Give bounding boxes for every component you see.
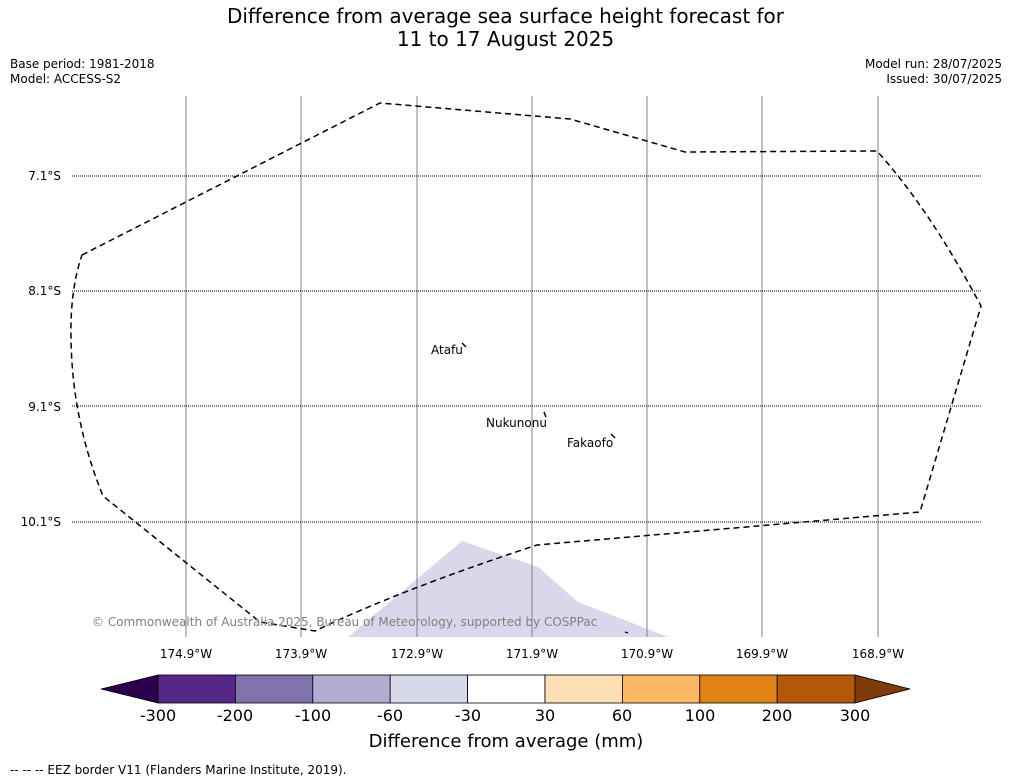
lat-label: 8.1°S xyxy=(28,284,61,298)
colorbar-bin xyxy=(776,674,856,704)
map-title-line1: Difference from average sea surface heig… xyxy=(226,4,785,28)
lon-label: 170.9°W xyxy=(621,647,673,661)
copyright-notice: © Commonwealth of Australia 2025, Bureau… xyxy=(92,615,597,629)
colorbar-bin xyxy=(622,674,701,704)
colorbar-tick: 100 xyxy=(685,706,716,725)
colorbar-bin xyxy=(312,674,391,704)
base-period-text: Base period: 1981-2018 xyxy=(10,57,155,71)
lat-label: 10.1°S xyxy=(21,515,61,529)
colorbar-tick: -60 xyxy=(377,706,403,725)
latitude-gridlines xyxy=(72,175,982,523)
colorbar xyxy=(100,674,911,704)
lon-label: 172.9°W xyxy=(391,647,443,661)
colorbar-tick: -200 xyxy=(217,706,253,725)
colorbar-extend-left xyxy=(100,674,159,704)
map-title-line2: 11 to 17 August 2025 xyxy=(396,27,615,51)
lat-label: 7.1°S xyxy=(28,169,61,183)
small-island-mark xyxy=(624,631,629,634)
fakaofo-island-mark xyxy=(610,433,616,439)
eez-border xyxy=(70,102,982,632)
colorbar-tick: 60 xyxy=(612,706,632,725)
lon-label: 171.9°W xyxy=(506,647,558,661)
issued-text: Issued: 30/07/2025 xyxy=(886,72,1002,86)
colorbar-tick: 300 xyxy=(840,706,871,725)
colorbar-tick: -100 xyxy=(295,706,331,725)
colorbar-bin xyxy=(389,674,469,704)
colorbar-tick: -300 xyxy=(140,706,176,725)
anomaly-shaded-region xyxy=(348,541,668,637)
atafu-island-mark xyxy=(461,342,467,348)
colorbar-extend-right xyxy=(854,674,911,704)
lon-label: 173.9°W xyxy=(275,647,327,661)
model-run-text: Model run: 28/07/2025 xyxy=(864,57,1002,71)
lon-label: 168.9°W xyxy=(852,647,904,661)
eez-legend-text: -- -- -- EEZ border V11 (Flanders Marine… xyxy=(10,763,347,777)
colorbar-bin xyxy=(699,674,778,704)
place-label-atafu: Atafu xyxy=(431,343,463,357)
place-label-fakaofo: Fakaofo xyxy=(567,436,613,450)
colorbar-tick: -30 xyxy=(455,706,481,725)
colorbar-bin xyxy=(157,674,236,704)
model-text: Model: ACCESS-S2 xyxy=(10,72,122,86)
lon-label: 174.9°W xyxy=(160,647,212,661)
nukunonu-island-mark xyxy=(543,411,547,418)
colorbar-title: Difference from average (mm) xyxy=(369,731,644,752)
lon-label: 169.9°W xyxy=(736,647,788,661)
colorbar-bin xyxy=(544,674,623,704)
meta-left: Base period: 1981-2018 Model: ACCESS-S2 xyxy=(10,57,155,87)
place-label-nukunonu: Nukunonu xyxy=(486,416,547,430)
colorbar-tick: 200 xyxy=(762,706,793,725)
colorbar-ticks: -300 -200 -100 -60 -30 30 60 100 200 300 xyxy=(140,706,870,725)
map-title: Difference from average sea surface heig… xyxy=(0,5,1011,51)
colorbar-tick: 30 xyxy=(535,706,555,725)
colorbar-bin xyxy=(234,674,314,704)
colorbar-bin xyxy=(467,674,546,704)
longitude-gridlines xyxy=(185,96,879,637)
lat-label: 9.1°S xyxy=(28,400,61,414)
meta-right: Model run: 28/07/2025 Issued: 30/07/2025 xyxy=(865,57,1002,87)
